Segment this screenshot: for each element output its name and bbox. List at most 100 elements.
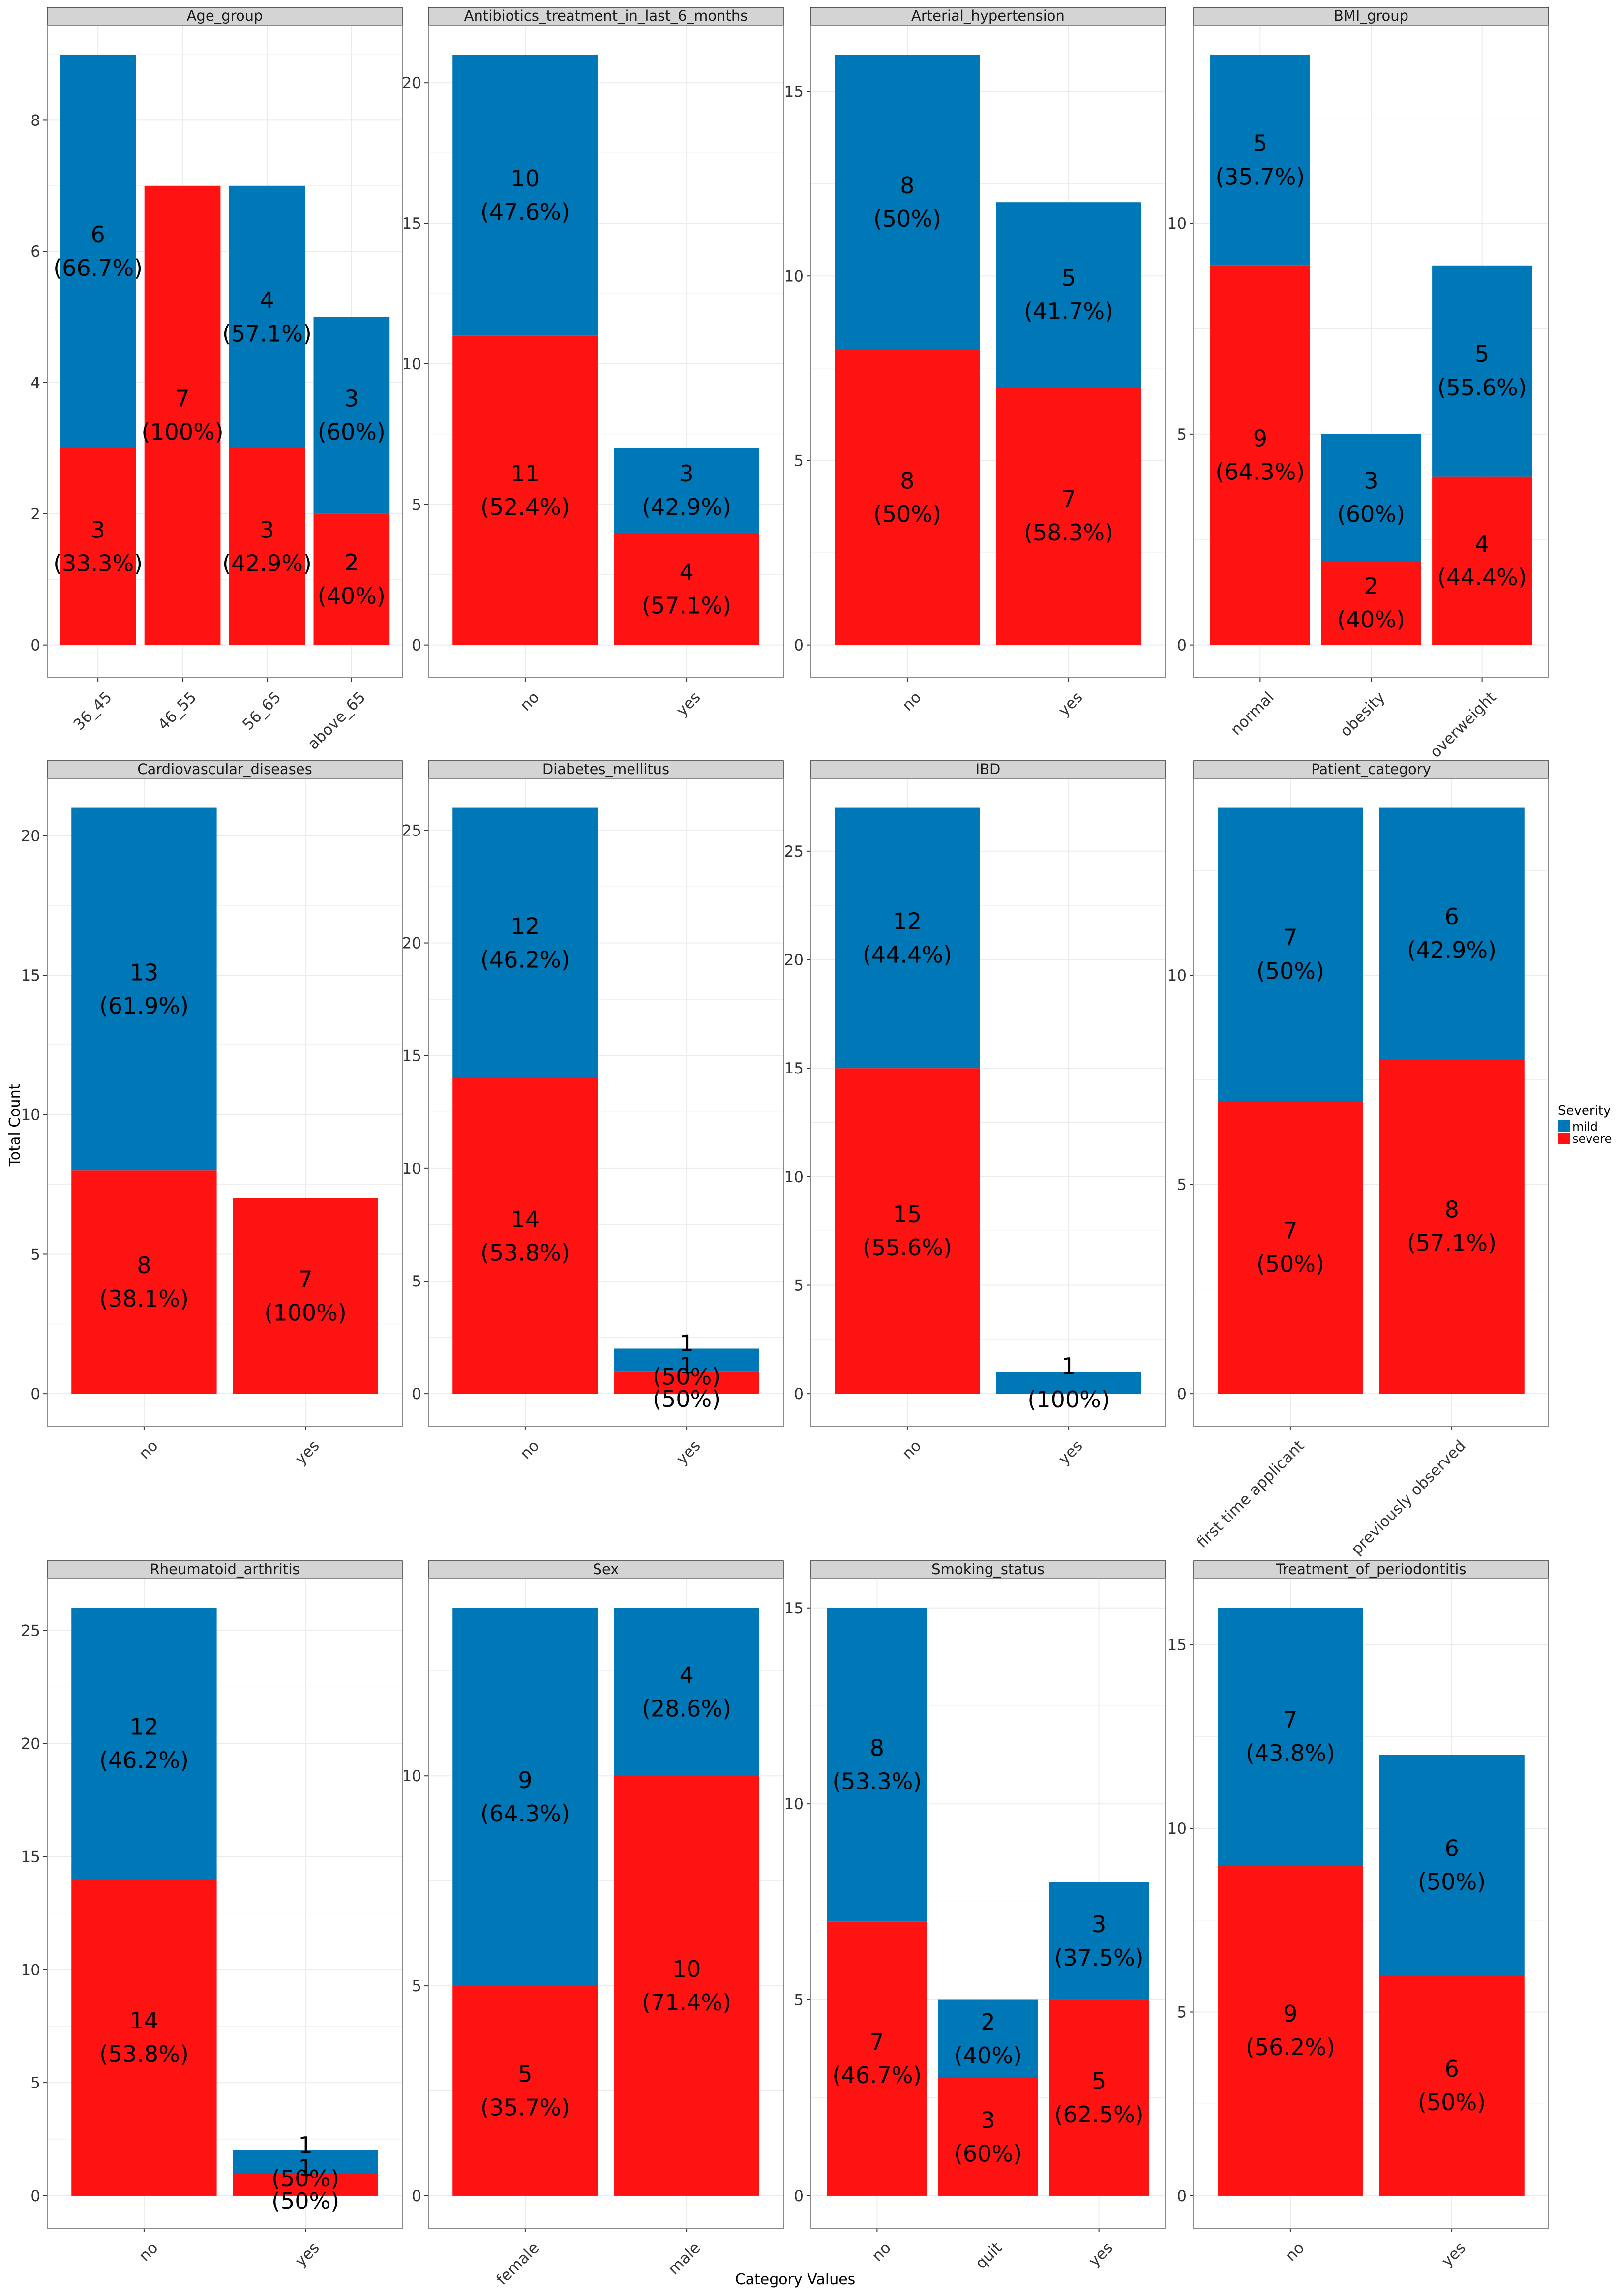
- data-label-mild: 3 (60%): [1337, 467, 1405, 527]
- bar-mild: [835, 55, 980, 350]
- facet-title: Cardiovascular_diseases: [137, 761, 312, 777]
- bar-mild: [835, 807, 980, 1069]
- data-label-mild: 5 (35.7%): [1215, 130, 1305, 190]
- y-tick-label: 5: [794, 452, 804, 470]
- data-label-severe: 7 (50%): [1257, 1217, 1324, 1277]
- bar-severe: [614, 532, 759, 645]
- data-label-severe: 5 (62.5%): [1054, 2068, 1144, 2128]
- y-tick-label: 15: [784, 1060, 804, 1077]
- y-tick-label: 10: [1168, 1820, 1187, 1838]
- data-label-severe: 8 (50%): [873, 467, 941, 527]
- facet-title: Treatment_of_periodontitis: [1276, 1561, 1467, 1578]
- data-label-severe: 7 (46.7%): [832, 2028, 922, 2088]
- y-tick-label: 15: [402, 215, 421, 233]
- bar-mild: [452, 1608, 598, 1986]
- legend-label-mild: mild: [1572, 1120, 1598, 1133]
- y-tick-label: 15: [1168, 1636, 1187, 1654]
- bar-mild: [1432, 265, 1532, 477]
- bar-mild: [1379, 807, 1525, 1059]
- data-label-mild: 7 (50%): [1257, 924, 1324, 984]
- data-label-mild: 5 (41.7%): [1024, 265, 1113, 325]
- bar-severe: [614, 1371, 759, 1394]
- y-tick-label: 10: [784, 1795, 804, 1813]
- bar-mild: [1321, 434, 1421, 561]
- panel-border: [428, 25, 784, 678]
- data-label-severe: 4 (44.4%): [1437, 531, 1527, 591]
- panel-rheumatoid-arthritis: Rheumatoid_arthritis 0 5 10 15 20 25 14 (53.8%) 1…: [21, 1560, 403, 2270]
- data-label-mild: 8 (50%): [873, 172, 941, 232]
- bar-severe: [835, 1068, 980, 1394]
- bar-mild: [452, 807, 598, 1078]
- y-tick-label: 5: [412, 1273, 421, 1290]
- y-tick-label: 5: [1177, 426, 1187, 444]
- bar-severe: [233, 1198, 378, 1394]
- data-label-mild: 1 (50%): [653, 1330, 720, 1390]
- bar-severe: [1379, 1975, 1525, 2196]
- bar-mild: [938, 1999, 1038, 2078]
- data-label-mild: 13 (61.9%): [99, 959, 189, 1019]
- y-tick-label: 20: [784, 952, 804, 969]
- data-label-severe: 6 (50%): [1418, 2056, 1486, 2116]
- y-tick-label: 10: [784, 1168, 804, 1186]
- data-label-mild: 12 (46.2%): [480, 913, 570, 973]
- bar-mild: [614, 1348, 759, 1372]
- y-tick-label: 0: [30, 1385, 40, 1403]
- bar-severe: [233, 2173, 378, 2196]
- bar-mild: [614, 448, 759, 533]
- y-tick-label: 10: [21, 1106, 40, 1124]
- y-tick-label: 0: [1177, 2187, 1187, 2205]
- data-label-severe: 11 (52.4%): [480, 460, 570, 520]
- bar-mild: [71, 1608, 217, 1879]
- panel-border: [1193, 1578, 1549, 2229]
- facet-strip: [1193, 1560, 1549, 1579]
- data-label-mild: 12 (46.2%): [99, 1714, 189, 1774]
- y-tick-label: 0: [794, 1385, 804, 1403]
- y-tick-label: 10: [1168, 967, 1187, 984]
- panel-border: [47, 25, 403, 678]
- facet-title: Diabetes_mellitus: [542, 761, 669, 777]
- bar-mild: [1049, 1882, 1149, 2000]
- y-tick-label: 0: [412, 1385, 421, 1403]
- bar-mild: [452, 55, 598, 336]
- data-label-mild: 6 (42.9%): [1407, 903, 1497, 963]
- bar-mild: [614, 1608, 759, 1776]
- y-tick-label: 2: [30, 506, 40, 523]
- bar-severe: [452, 335, 598, 645]
- data-label-mild: 4 (28.6%): [642, 1662, 731, 1722]
- bar-mild: [1210, 55, 1310, 266]
- data-label-severe: 9 (64.3%): [1215, 425, 1305, 485]
- facet-strip: [428, 760, 784, 779]
- y-tick-label: 4: [30, 374, 40, 392]
- y-tick-label: 8: [30, 112, 40, 129]
- facet-strip: [810, 760, 1166, 779]
- bar-severe: [452, 1078, 598, 1394]
- data-label-mild: 6 (50%): [1418, 1835, 1486, 1895]
- data-label-severe: 8 (57.1%): [1407, 1196, 1497, 1256]
- data-label-severe: 5 (35.7%): [480, 2061, 570, 2121]
- panel-border: [810, 25, 1166, 678]
- bar-mild: [229, 185, 305, 448]
- data-label-mild: 3 (42.9%): [642, 460, 731, 520]
- data-label-mild: 5 (55.6%): [1437, 341, 1527, 401]
- data-label-severe: 3 (33.3%): [53, 517, 143, 577]
- y-tick-label: 5: [794, 1992, 804, 2009]
- bar-mild: [996, 1372, 1141, 1394]
- y-tick-label: 5: [412, 496, 421, 514]
- facet-strip: [47, 760, 403, 779]
- y-tick-label: 0: [412, 637, 421, 655]
- y-tick-label: 10: [784, 268, 804, 285]
- data-label-severe: 7 (100%): [141, 386, 223, 446]
- bar-severe: [996, 387, 1141, 645]
- bar-severe: [614, 1776, 759, 2196]
- y-tick-label: 6: [30, 243, 40, 261]
- data-label-mild: 1 (100%): [1027, 1353, 1109, 1413]
- y-tick-label: 5: [1177, 2003, 1187, 2021]
- y-tick-label: 25: [402, 822, 421, 839]
- y-tick-label: 15: [402, 1047, 421, 1065]
- bar-severe: [1049, 1999, 1149, 2196]
- data-label-severe: 3 (42.9%): [222, 517, 312, 577]
